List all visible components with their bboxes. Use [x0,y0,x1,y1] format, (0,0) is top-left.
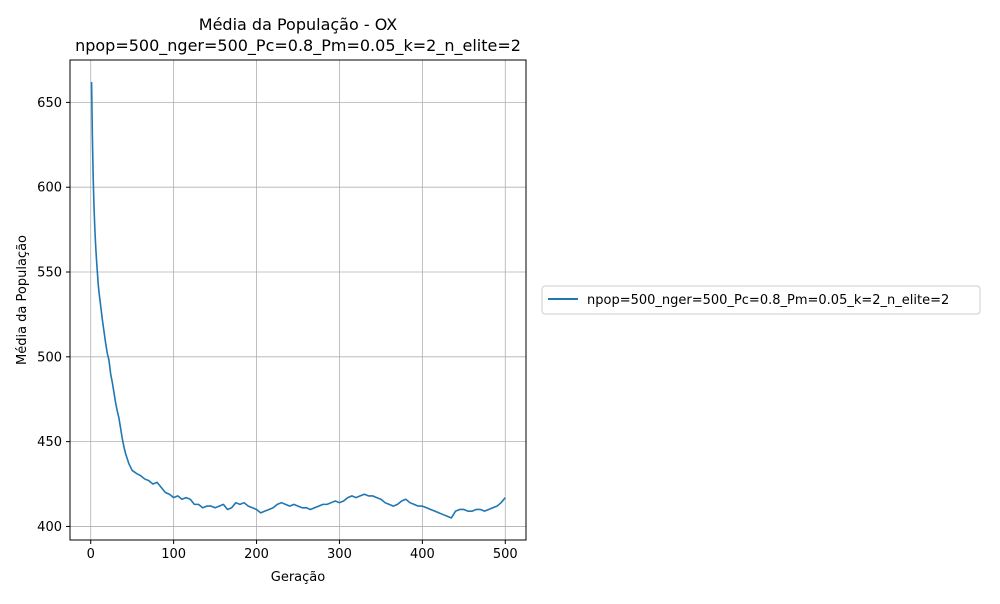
x-tick-label: 100 [161,547,186,562]
y-tick-label: 400 [37,520,62,535]
y-tick-label: 500 [37,350,62,365]
legend-box [541,285,981,315]
chart-subtitle: npop=500_nger=500_Pc=0.8_Pm=0.05_k=2_n_e… [75,36,521,56]
y-tick-label: 600 [37,181,62,196]
series-layer [90,82,506,519]
x-tick-label: 300 [327,547,352,562]
y-axis-label: Média da População [15,235,30,365]
x-axis-label: Geração [271,570,325,585]
x-tick-label: 0 [87,547,95,562]
y-tick-label: 650 [37,96,62,111]
y-tick-label: 450 [37,435,62,450]
plot-frame [69,59,527,541]
legend-label: npop=500_nger=500_Pc=0.8_Pm=0.05_k=2_n_e… [587,293,949,308]
x-tick-label: 400 [410,547,435,562]
grid-layer [70,60,526,540]
tick-layer: 0 100 200 300 400 500 400 450 500 550 600 650 [37,96,518,562]
legend: npop=500_nger=500_Pc=0.8_Pm=0.05_k=2_n_e… [541,285,981,315]
x-tick-label: 200 [244,547,269,562]
y-tick-label: 550 [37,266,62,281]
x-tick-label: 500 [493,547,518,562]
chart-title: Média da População - OX [199,15,398,34]
series-line [90,82,506,519]
